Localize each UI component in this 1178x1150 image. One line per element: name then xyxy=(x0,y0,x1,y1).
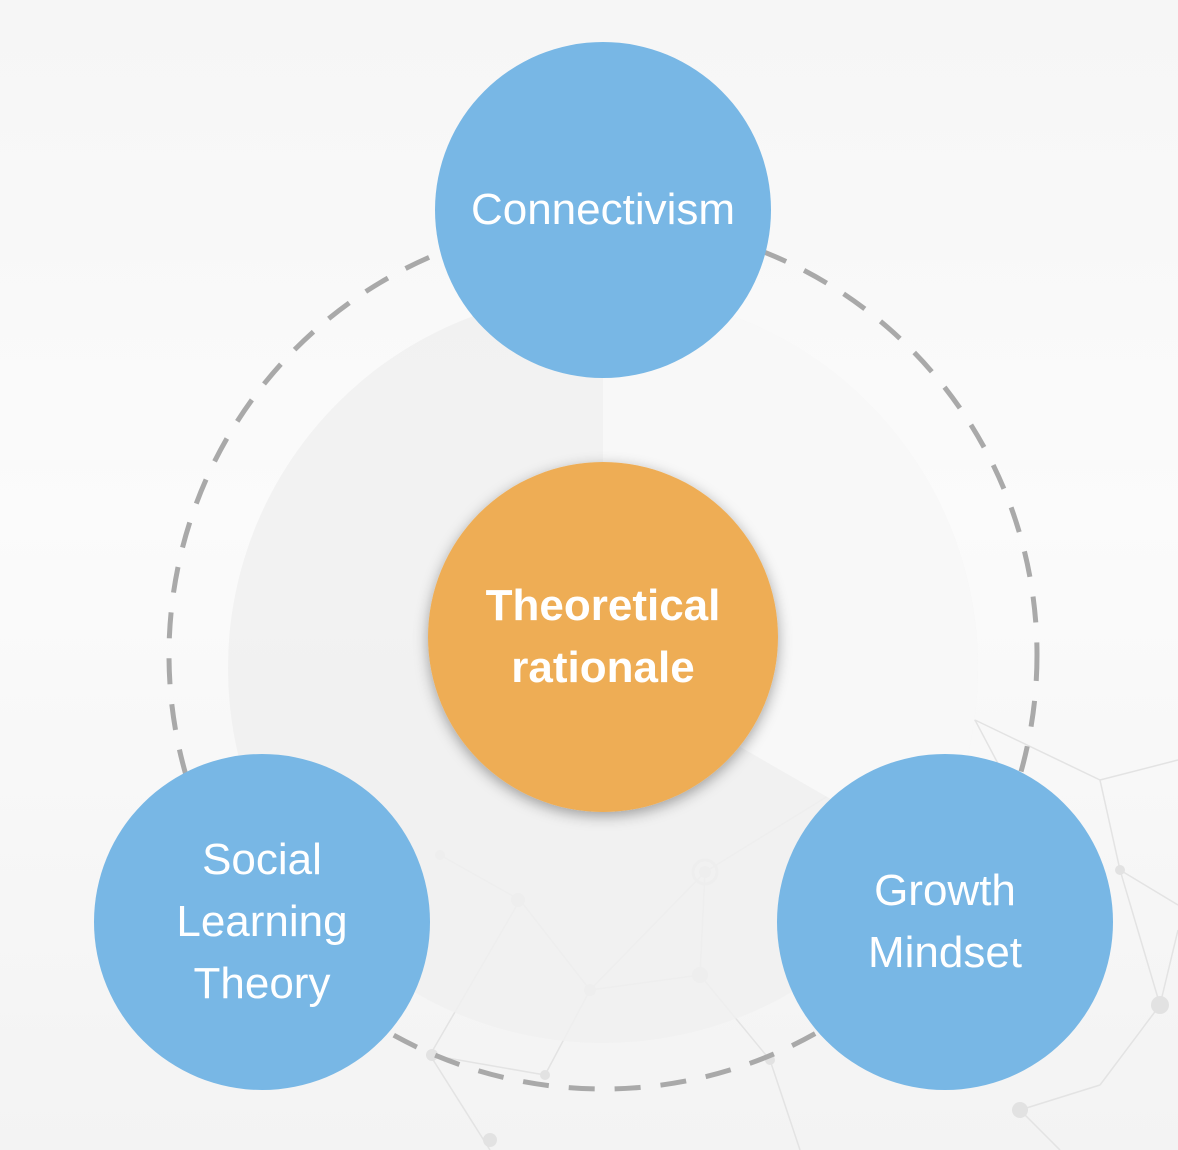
connectivism-label: Connectivism xyxy=(470,185,736,234)
growth-mindset-circle xyxy=(777,754,1113,1090)
connectivism-circle xyxy=(435,42,771,378)
theoretical-rationale-circle xyxy=(428,462,778,812)
social-learning-theory-circle xyxy=(94,754,430,1090)
center-node-label: Theoretical rationale xyxy=(485,581,721,692)
growth-mindset-label: Growth Mindset xyxy=(867,866,1023,977)
social-learning-theory-label: Social Learning Theory xyxy=(176,835,348,1008)
